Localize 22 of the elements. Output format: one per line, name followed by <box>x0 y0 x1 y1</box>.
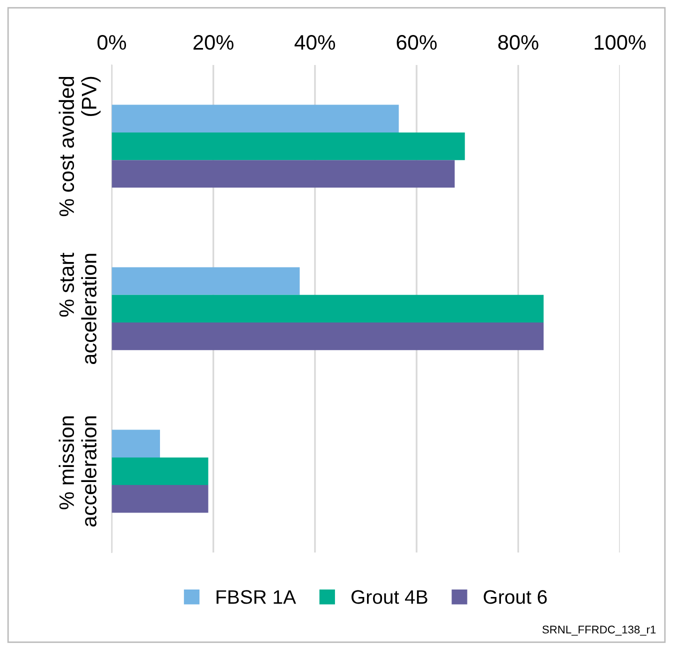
text: SRNL_FFRDC_138_r1 <box>542 626 656 636</box>
y-tick-label: % start acceleration <box>59 252 96 364</box>
bar <box>112 160 455 188</box>
bar <box>112 294 544 323</box>
bar <box>112 457 208 486</box>
y-tick-label: % cost avoided (PV) <box>58 76 101 216</box>
legend-label: Grout 6 <box>484 590 547 604</box>
legend-label: Grout 4B <box>352 590 428 604</box>
bar <box>112 104 399 132</box>
bar <box>112 430 160 458</box>
bar <box>112 267 300 295</box>
bar <box>112 132 465 160</box>
bar <box>112 485 208 513</box>
x-tick-label: 40% <box>294 35 336 50</box>
y-tick-label: % mission acceleration <box>58 416 96 527</box>
x-tick-label: 20% <box>194 35 234 50</box>
bar <box>112 322 544 350</box>
x-tick-label: 80% <box>498 35 538 50</box>
x-tick-label: 100% <box>594 35 646 50</box>
x-tick-label: 0% <box>97 35 126 50</box>
legend-label: FBSR 1A <box>216 590 296 604</box>
x-tick-label: 60% <box>396 35 437 50</box>
